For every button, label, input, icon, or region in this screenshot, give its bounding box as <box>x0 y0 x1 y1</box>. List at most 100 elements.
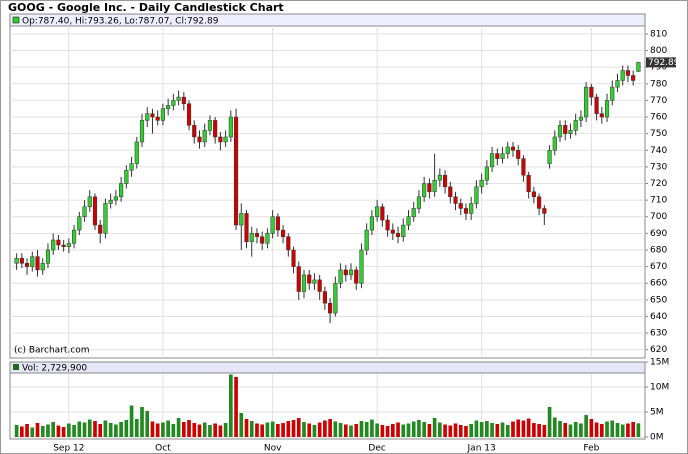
y-tick-label: 700 <box>650 212 667 222</box>
candle-body <box>233 116 239 226</box>
candle-body <box>202 130 207 143</box>
candle-body <box>291 249 296 267</box>
volume-bar <box>547 407 552 437</box>
y-tick-label: 650 <box>650 295 667 305</box>
volume-bar <box>134 419 139 437</box>
x-tick-label: Feb <box>583 444 599 454</box>
legend-swatch <box>12 16 20 24</box>
candle-body <box>359 249 364 284</box>
volume-bar <box>511 421 515 437</box>
candle-body <box>223 136 228 143</box>
volume-bar <box>239 413 244 437</box>
candle-body <box>254 233 260 237</box>
y-tick-label: 15M <box>650 358 669 368</box>
candle-body <box>495 153 500 159</box>
volume-bar <box>129 405 134 437</box>
volume-bar <box>500 422 505 437</box>
volume-bar <box>631 422 635 437</box>
candle-body <box>35 256 40 271</box>
volume-bar <box>30 427 35 437</box>
volume-bar <box>532 423 536 437</box>
volume-bar <box>338 423 343 437</box>
volume-bar <box>479 422 484 437</box>
volume-bar <box>438 422 442 437</box>
volume-bar <box>108 423 113 437</box>
x-tick-label: Dec <box>368 444 385 454</box>
volume-bar <box>495 424 500 437</box>
volume-bar <box>46 424 50 437</box>
volume-bar <box>636 423 641 437</box>
candle-body <box>343 269 348 276</box>
volume-bar <box>312 425 317 437</box>
volume-bar <box>443 424 447 437</box>
candle-body <box>599 113 604 118</box>
volume-bar <box>260 424 265 437</box>
volume-bar <box>626 423 630 437</box>
volume-bar <box>265 422 270 437</box>
candle-body <box>437 174 442 181</box>
volume-bar <box>364 422 369 437</box>
y-tick-label: 790 <box>650 63 667 73</box>
volume-bar <box>537 424 541 437</box>
volume-bar <box>208 425 212 437</box>
legend-swatch <box>13 364 19 370</box>
volume-bar <box>328 419 332 437</box>
volume-bar <box>516 419 521 437</box>
volume-bar <box>354 424 359 437</box>
volume-bar <box>20 426 24 437</box>
candle-body <box>119 183 124 198</box>
candle-body <box>594 96 599 114</box>
candle-body <box>56 239 61 246</box>
price-panel <box>9 13 646 359</box>
y-tick-label: 620 <box>650 345 667 355</box>
volume-bar <box>25 424 29 437</box>
y-tick-label: 640 <box>650 312 667 322</box>
candle-body <box>568 130 573 134</box>
y-tick-label: 780 <box>650 79 667 89</box>
candle-body <box>510 146 516 151</box>
y-tick-label: 5M <box>650 408 664 418</box>
candle-body <box>442 174 448 188</box>
candle-body <box>631 75 636 81</box>
volume-bar <box>380 425 385 437</box>
candle-body <box>432 179 437 193</box>
volume-bar <box>594 422 599 437</box>
y-tick-label: 0M <box>650 433 664 443</box>
candle-body <box>66 243 71 247</box>
volume-bar <box>140 407 144 437</box>
candle-body <box>369 216 374 231</box>
candle-body <box>281 229 286 237</box>
candle-body <box>458 203 463 209</box>
y-tick-label: 710 <box>650 196 667 206</box>
candle-body <box>385 219 390 231</box>
candle-body <box>500 153 505 159</box>
candle-body <box>531 191 536 198</box>
x-tick-label: Nov <box>264 444 282 454</box>
volume-bar <box>234 377 238 437</box>
volume-bar <box>35 423 40 437</box>
candle-body <box>77 216 82 231</box>
candle-body <box>521 158 526 176</box>
y-tick-label: 630 <box>650 329 667 339</box>
candle-body <box>186 103 192 126</box>
volume-bar <box>417 420 421 437</box>
candle-body <box>354 269 359 284</box>
candle-body <box>87 196 92 208</box>
volume-bar <box>72 425 76 437</box>
y-tick-label: 750 <box>650 129 667 139</box>
volume-bar <box>396 422 400 437</box>
volume-bar <box>145 411 150 437</box>
volume-bar <box>218 425 223 437</box>
volume-bar <box>270 421 275 437</box>
candle-body <box>537 196 542 209</box>
candle-body <box>317 279 322 292</box>
candle-body <box>218 136 223 143</box>
volume-bar <box>155 423 160 437</box>
candle-body <box>604 100 610 118</box>
ohlc-header <box>9 13 646 27</box>
candle-body <box>134 141 139 164</box>
candle-body <box>453 196 458 204</box>
volume-bar <box>213 423 217 437</box>
watermark: (c) Barchart.com <box>14 346 90 356</box>
